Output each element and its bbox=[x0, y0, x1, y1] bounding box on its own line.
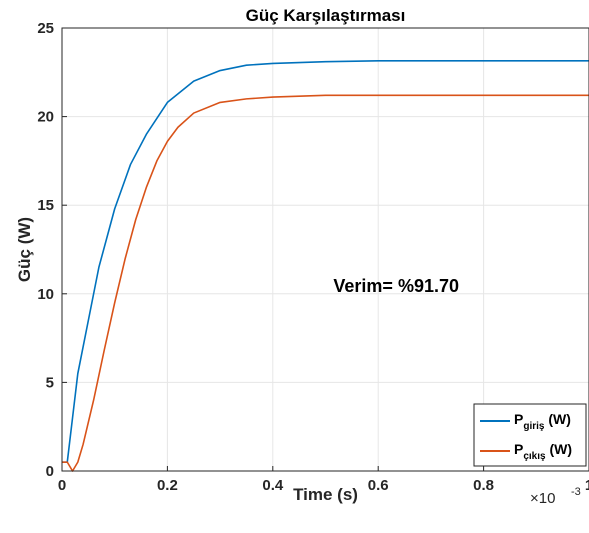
x-axis-label: Time (s) bbox=[293, 485, 358, 504]
legend-entry-label: Pçıkış (W) bbox=[514, 441, 572, 462]
series-line-output-power bbox=[62, 94, 589, 472]
x-tick-label: 0 bbox=[58, 477, 66, 494]
efficiency-annotation: Verim= %91.70 bbox=[333, 276, 459, 296]
y-tick-label: 20 bbox=[37, 109, 54, 126]
chart-title: Güç Karşılaştırması bbox=[246, 6, 406, 25]
y-tick-label: 0 bbox=[46, 463, 54, 480]
x-tick-label: 0.6 bbox=[368, 477, 389, 494]
x-tick-label: 1 bbox=[585, 477, 589, 494]
y-axis-label: Güç (W) bbox=[15, 217, 34, 282]
x-tick-label: 0.4 bbox=[262, 477, 284, 494]
x-tick-label: 0.8 bbox=[473, 477, 494, 494]
legend-box bbox=[473, 403, 587, 467]
x-exponent-base: ×10 bbox=[530, 490, 555, 507]
x-tick-label: 0.2 bbox=[157, 477, 178, 494]
axes-box bbox=[61, 27, 589, 472]
series-line-input-power bbox=[62, 59, 589, 463]
legend-entry-label: Pgiriş (W) bbox=[514, 411, 571, 432]
axis-ticks: 00.20.40.60.810510152025 bbox=[37, 20, 589, 494]
y-tick-label: 5 bbox=[46, 374, 54, 391]
legend: Pgiriş (W) Pçıkış (W) bbox=[473, 403, 587, 467]
y-tick-label: 10 bbox=[37, 286, 54, 303]
y-tick-label: 15 bbox=[37, 197, 54, 214]
x-exponent-label: ×10 -3 bbox=[530, 486, 581, 507]
series-lines bbox=[62, 59, 589, 472]
x-exponent-power: -3 bbox=[571, 486, 581, 498]
y-tick-label: 25 bbox=[37, 20, 54, 37]
